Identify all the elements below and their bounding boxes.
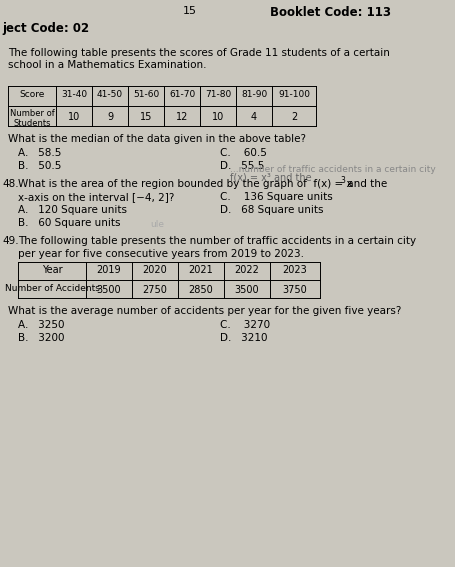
- Text: 3500: 3500: [96, 285, 121, 295]
- Text: 3: 3: [339, 176, 344, 185]
- Text: B.   50.5: B. 50.5: [18, 161, 61, 171]
- Text: x-axis on the interval [−4, 2]?: x-axis on the interval [−4, 2]?: [18, 192, 174, 202]
- Text: 81-90: 81-90: [240, 90, 267, 99]
- Text: 51-60: 51-60: [132, 90, 159, 99]
- Text: f(x) = x³ and the: f(x) = x³ and the: [229, 172, 311, 182]
- Text: ject Code: 02: ject Code: 02: [2, 22, 89, 35]
- Text: 2750: 2750: [142, 285, 167, 295]
- Text: ule: ule: [150, 220, 164, 229]
- Text: 15: 15: [182, 6, 197, 16]
- Text: 15: 15: [140, 112, 152, 122]
- Text: What is the median of the data given in the above table?: What is the median of the data given in …: [8, 134, 305, 144]
- Text: Number of Accidents: Number of Accidents: [5, 284, 99, 293]
- Text: Number of
Students: Number of Students: [10, 109, 54, 128]
- Text: 10: 10: [68, 112, 80, 122]
- Text: 71-80: 71-80: [204, 90, 231, 99]
- Text: C.    60.5: C. 60.5: [219, 148, 266, 158]
- Text: 2: 2: [290, 112, 297, 122]
- Text: What is the area of the region bounded by the graph of  f(x) = x: What is the area of the region bounded b…: [18, 179, 352, 189]
- Text: 10: 10: [212, 112, 224, 122]
- Text: Year: Year: [41, 265, 62, 275]
- Text: Score: Score: [19, 90, 45, 99]
- Text: The following table presents the scores of Grade 11 students of a certain
school: The following table presents the scores …: [8, 48, 389, 70]
- Text: 2850: 2850: [188, 285, 213, 295]
- Text: 9: 9: [107, 112, 113, 122]
- Text: What is the average number of accidents per year for the given five years?: What is the average number of accidents …: [8, 306, 400, 316]
- Text: 12: 12: [176, 112, 188, 122]
- Text: B.   60 Square units: B. 60 Square units: [18, 218, 120, 228]
- Text: D.   68 Square units: D. 68 Square units: [219, 205, 323, 215]
- Text: 2023: 2023: [282, 265, 307, 275]
- Text: A.   58.5: A. 58.5: [18, 148, 61, 158]
- Text: 3750: 3750: [282, 285, 307, 295]
- Text: D.   55.5: D. 55.5: [219, 161, 264, 171]
- Text: 31-40: 31-40: [61, 90, 87, 99]
- Text: per year for five consecutive years from 2019 to 2023.: per year for five consecutive years from…: [18, 249, 303, 259]
- Text: 61-70: 61-70: [168, 90, 195, 99]
- Text: A.   120 Square units: A. 120 Square units: [18, 205, 127, 215]
- Text: C.    136 Square units: C. 136 Square units: [219, 192, 332, 202]
- Text: ...number of traffic accidents in a certain city: ...number of traffic accidents in a cert…: [229, 165, 435, 174]
- Text: 49.: 49.: [2, 236, 19, 246]
- Text: 4: 4: [250, 112, 257, 122]
- Text: 2020: 2020: [142, 265, 167, 275]
- Text: 91-100: 91-100: [278, 90, 309, 99]
- Text: B.   3200: B. 3200: [18, 333, 64, 343]
- Text: C.    3270: C. 3270: [219, 320, 269, 330]
- Text: The following table presents the number of traffic accidents in a certain city: The following table presents the number …: [18, 236, 415, 246]
- Text: 48.: 48.: [2, 179, 19, 189]
- Text: Booklet Code: 113: Booklet Code: 113: [269, 6, 390, 19]
- Text: 2021: 2021: [188, 265, 213, 275]
- Text: A.   3250: A. 3250: [18, 320, 64, 330]
- Text: 3500: 3500: [234, 285, 259, 295]
- Text: D.   3210: D. 3210: [219, 333, 267, 343]
- Text: 2019: 2019: [96, 265, 121, 275]
- Text: and the: and the: [343, 179, 386, 189]
- Text: 2022: 2022: [234, 265, 259, 275]
- Text: 41-50: 41-50: [97, 90, 123, 99]
